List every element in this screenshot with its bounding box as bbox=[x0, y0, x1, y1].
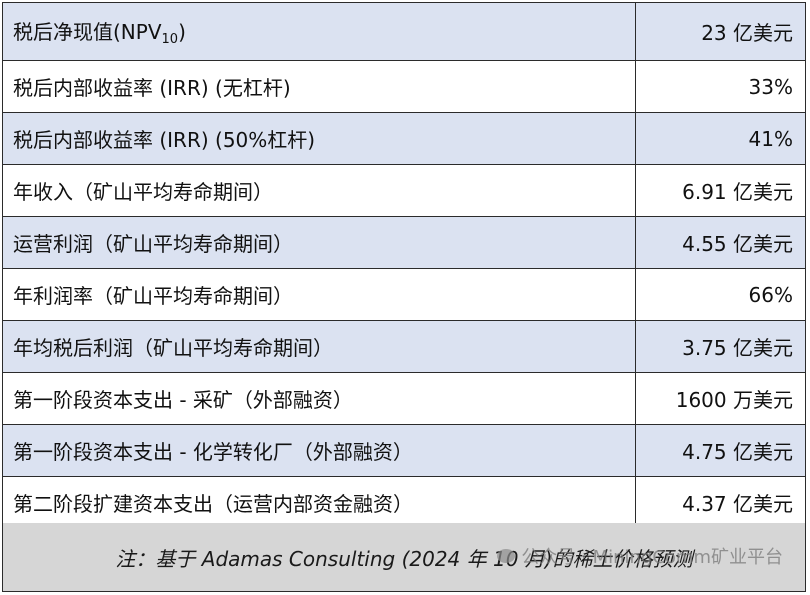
table-row: 税后内部收益率 (IRR) (50%杠杆) 41% bbox=[3, 112, 805, 165]
row-label: 运营利润（矿山平均寿命期间） bbox=[3, 216, 636, 269]
row-value: 41% bbox=[635, 112, 805, 165]
row-value: 6.91 亿美元 bbox=[635, 164, 805, 217]
row-value: 23 亿美元 bbox=[635, 3, 805, 61]
watermark: 公众号 · MiningComm矿业平台 bbox=[497, 543, 783, 569]
table-row: 第一阶段资本支出 - 采矿（外部融资） 1600 万美元 bbox=[3, 372, 805, 425]
row-label: 税后净现值(NPV10) bbox=[3, 3, 636, 61]
wechat-icon bbox=[497, 549, 516, 563]
table-row: 年均税后利润（矿山平均寿命期间） 3.75 亿美元 bbox=[3, 320, 805, 373]
row-label: 税后内部收益率 (IRR) (无杠杆) bbox=[3, 60, 636, 113]
table-row: 年收入（矿山平均寿命期间） 6.91 亿美元 bbox=[3, 164, 805, 217]
row-value: 1600 万美元 bbox=[635, 372, 805, 425]
table-row: 第一阶段资本支出 - 化学转化厂（外部融资） 4.75 亿美元 bbox=[3, 424, 805, 477]
table-row: 税后净现值(NPV10) 23 亿美元 bbox=[3, 3, 805, 61]
row-label: 年均税后利润（矿山平均寿命期间） bbox=[3, 320, 636, 373]
row-value: 4.37 亿美元 bbox=[635, 476, 805, 529]
metrics-table: 税后净现值(NPV10) 23 亿美元 税后内部收益率 (IRR) (无杠杆) … bbox=[3, 3, 805, 529]
table-row: 税后内部收益率 (IRR) (无杠杆) 33% bbox=[3, 60, 805, 113]
row-label: 年收入（矿山平均寿命期间） bbox=[3, 164, 636, 217]
row-value: 4.75 亿美元 bbox=[635, 424, 805, 477]
row-label: 第二阶段扩建资本支出（运营内部资金融资） bbox=[3, 476, 636, 529]
table-row: 第二阶段扩建资本支出（运营内部资金融资） 4.37 亿美元 bbox=[3, 476, 805, 529]
row-label: 第一阶段资本支出 - 化学转化厂（外部融资） bbox=[3, 424, 636, 477]
watermark-text: 公众号 · MiningComm矿业平台 bbox=[521, 547, 783, 568]
row-label: 年利润率（矿山平均寿命期间） bbox=[3, 268, 636, 321]
row-label: 税后内部收益率 (IRR) (50%杠杆) bbox=[3, 112, 636, 165]
row-label: 第一阶段资本支出 - 采矿（外部融资） bbox=[3, 372, 636, 425]
row-value: 66% bbox=[635, 268, 805, 321]
row-value: 3.75 亿美元 bbox=[635, 320, 805, 373]
table-row: 年利润率（矿山平均寿命期间） 66% bbox=[3, 268, 805, 321]
footnote: 注：基于 Adamas Consulting (2024 年 10 月)的稀土价… bbox=[3, 523, 805, 591]
table-row: 运营利润（矿山平均寿命期间） 4.55 亿美元 bbox=[3, 216, 805, 269]
row-value: 4.55 亿美元 bbox=[635, 216, 805, 269]
row-value: 33% bbox=[635, 60, 805, 113]
footnote-text: 注：基于 Adamas Consulting (2024 年 10 月)的稀土价… bbox=[115, 546, 693, 571]
